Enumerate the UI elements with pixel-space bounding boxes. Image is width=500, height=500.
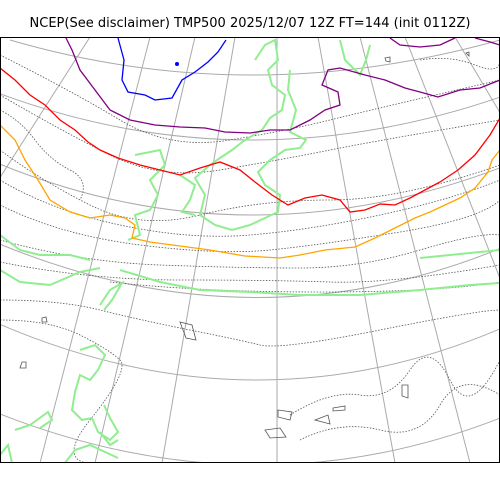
coastline-shape — [179, 174, 197, 216]
temperature-contour — [0, 124, 500, 259]
coastlines — [0, 38, 500, 463]
meridian-line — [0, 37, 91, 179]
meridian-line — [94, 37, 196, 463]
meridian-line — [454, 37, 500, 114]
coastline-shape — [332, 405, 346, 412]
temperature-contour — [117, 37, 227, 101]
coastline-shape — [119, 269, 500, 296]
coastline-shape — [99, 280, 125, 311]
temperature-contour — [299, 384, 500, 441]
temperature-contour — [0, 261, 500, 283]
coastline-shape — [70, 343, 120, 442]
coastline-shape — [277, 409, 293, 421]
meridian-line — [39, 37, 151, 463]
coastline-shape — [64, 443, 119, 463]
latitude-arc — [0, 323, 500, 381]
coastline-shape — [313, 414, 331, 425]
temperature-contour — [0, 234, 500, 269]
temperature-contour — [0, 67, 500, 213]
coastline-shape — [127, 148, 167, 241]
coastline-shape — [19, 361, 27, 369]
coastline-shape — [0, 442, 13, 463]
coastline-shape — [0, 234, 91, 261]
latitude-arc — [0, 93, 500, 141]
latitude-arc — [0, 243, 500, 298]
temperature-contour — [0, 109, 84, 201]
temperature-contour — [389, 37, 456, 48]
map-frame — [0, 37, 500, 463]
coastline-shape — [384, 56, 391, 63]
temperature-contour — [0, 179, 500, 237]
latitude-arc — [9, 39, 500, 76]
latitude-arc — [0, 163, 500, 216]
temperature-contour — [0, 199, 500, 253]
temperature-contour — [0, 149, 500, 222]
coastline-shape — [465, 51, 470, 57]
temperature-contour — [474, 37, 500, 46]
temperature-contour — [65, 37, 500, 134]
coastline-shape — [14, 410, 54, 431]
coastline-shape — [179, 321, 197, 341]
small-islands — [19, 51, 470, 439]
coastline-shape — [0, 267, 101, 287]
map-title: NCEP(See disclaimer) TMP500 2025/12/07 1… — [29, 16, 471, 31]
temperature-contour — [0, 299, 500, 347]
meridian-line — [161, 37, 236, 463]
temperature-contour — [419, 57, 500, 70]
isotherms-minor — [0, 54, 500, 463]
coastline-shape — [339, 39, 371, 77]
coastline-shape — [41, 316, 48, 323]
coastline-shape — [193, 38, 308, 232]
coastline-shape — [419, 249, 500, 259]
meridian-line — [359, 37, 471, 463]
coastline-shape — [264, 427, 287, 439]
temperature-contour — [0, 94, 500, 174]
latitude-arc — [0, 413, 500, 463]
temperature-contour — [289, 356, 500, 416]
temperature-contour — [175, 62, 179, 66]
temperature-contour — [0, 319, 123, 463]
graticule-latitude — [0, 39, 500, 463]
graticule-meridians — [0, 37, 500, 463]
coastline-shape — [99, 431, 119, 447]
coastline-shape — [401, 384, 409, 399]
